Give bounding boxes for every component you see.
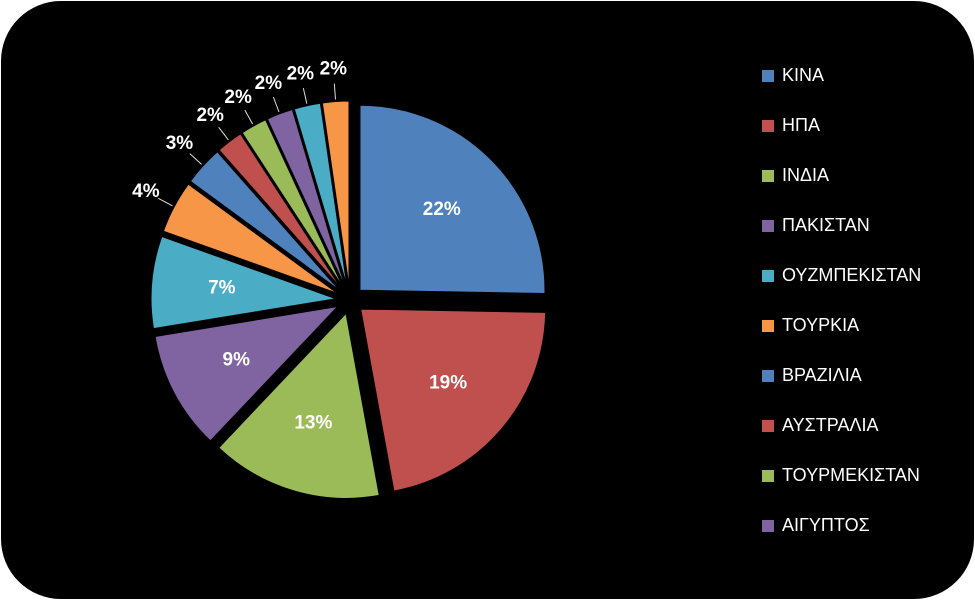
- data-label: 7%: [208, 277, 236, 298]
- pie-slice: [150, 235, 339, 330]
- legend-swatch: [762, 470, 774, 482]
- pie-slice: [162, 183, 338, 294]
- legend-swatch: [762, 270, 774, 282]
- data-label: 4%: [132, 181, 160, 202]
- legend-swatch: [762, 70, 774, 82]
- legend-label: ΑΙΓΥΠΤΟΣ: [782, 515, 870, 535]
- leader-line: [244, 109, 254, 125]
- pie-slice: [241, 119, 344, 289]
- legend-swatch: [762, 120, 774, 132]
- legend-swatch: [762, 520, 774, 532]
- legend-swatch: [762, 420, 774, 432]
- data-label: 2%: [224, 87, 252, 108]
- legend-label: ΚΙΝΑ: [782, 65, 824, 85]
- leader-line: [218, 126, 229, 141]
- pie-slice: [359, 104, 546, 295]
- data-label: 2%: [255, 73, 283, 94]
- data-label: 13%: [294, 412, 332, 433]
- legend-label: ΤΟΥΡΜΕΚΙΣΤΑΝ: [782, 465, 920, 485]
- pie-slice: [218, 133, 342, 290]
- legend-label: ΙΝΔΙΑ: [782, 165, 829, 185]
- leader-line: [302, 87, 308, 104]
- legend-swatch: [762, 170, 774, 182]
- legend-swatch: [762, 320, 774, 332]
- pie-slice: [321, 100, 350, 287]
- data-label: 3%: [166, 133, 194, 154]
- legend-label: ΒΡΑΖΙΛΙΑ: [782, 365, 862, 385]
- data-label: 2%: [320, 59, 348, 80]
- data-label: 9%: [223, 349, 251, 370]
- legend-swatch: [762, 370, 774, 382]
- pie-slice: [154, 305, 340, 442]
- data-label: 22%: [423, 199, 461, 220]
- pie-slice: [266, 108, 346, 288]
- leader-line: [158, 197, 173, 207]
- legend-label: ΠΑΚΙΣΤΑΝ: [782, 215, 870, 235]
- data-label: 19%: [429, 372, 467, 393]
- pie-slice: [360, 308, 547, 492]
- legend-label: ΗΠΑ: [782, 115, 820, 135]
- legend-label: ΟΥΖΜΠΕΚΙΣΤΑΝ: [782, 265, 921, 285]
- legend-swatch: [762, 220, 774, 232]
- legend-label: ΤΟΥΡΚΙΑ: [782, 315, 859, 335]
- data-label: 2%: [196, 105, 224, 126]
- pie-slice: [293, 102, 348, 287]
- pie-slice: [218, 312, 380, 499]
- data-label: 2%: [287, 63, 315, 84]
- leader-line: [272, 96, 280, 113]
- leader-line: [189, 153, 202, 165]
- leader-line: [333, 83, 336, 100]
- pie-slice: [189, 151, 341, 291]
- legend-label: ΑΥΣΤΡΑΛΙΑ: [782, 415, 879, 435]
